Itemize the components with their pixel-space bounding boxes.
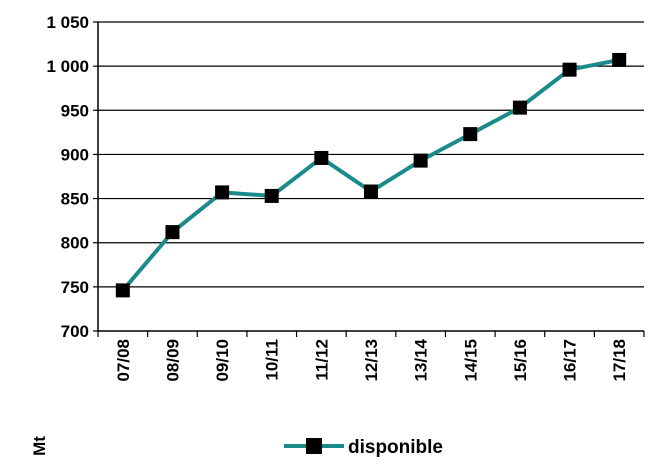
x-tick-label: 14/15 bbox=[461, 339, 480, 382]
data-point-marker bbox=[215, 185, 230, 200]
data-point-marker bbox=[115, 283, 130, 298]
x-tick-label: 17/18 bbox=[610, 339, 629, 382]
y-tick-label: 800 bbox=[61, 234, 89, 253]
x-tick-label: 08/09 bbox=[163, 339, 182, 382]
y-tick-label: 950 bbox=[61, 101, 89, 120]
y-axis-label: Mt bbox=[30, 436, 49, 456]
y-axis-ticks: 700 750 800 850 900 950 1 000 1 050 bbox=[46, 13, 98, 341]
x-tick-label: 12/13 bbox=[362, 339, 381, 382]
x-tick-label: 07/08 bbox=[114, 339, 133, 382]
x-tick-label: 09/10 bbox=[213, 339, 232, 382]
y-tick-label: 700 bbox=[61, 322, 89, 341]
data-point-marker bbox=[264, 188, 279, 203]
legend: disponible bbox=[284, 437, 443, 458]
y-tick-label: 1 000 bbox=[46, 57, 89, 76]
series-markers bbox=[115, 52, 627, 298]
data-point-marker bbox=[364, 184, 378, 199]
x-axis-ticks: 07/08 08/09 09/10 10/11 11/12 12/13 13/14 14/15… bbox=[97, 331, 645, 382]
x-tick-label: 15/16 bbox=[511, 339, 530, 382]
data-point-marker bbox=[314, 150, 329, 165]
data-point-marker bbox=[413, 153, 428, 168]
series-line-disponible bbox=[121, 58, 620, 292]
data-point-marker bbox=[463, 127, 478, 142]
gridlines bbox=[98, 21, 644, 288]
y-tick-label: 750 bbox=[61, 278, 89, 297]
data-point-marker bbox=[612, 52, 627, 67]
legend-label-disponible: disponible bbox=[348, 437, 443, 458]
y-tick-label: 1 050 bbox=[46, 13, 89, 32]
x-tick-label: 13/14 bbox=[412, 338, 431, 381]
data-point-marker bbox=[512, 100, 527, 115]
y-tick-label: 850 bbox=[61, 190, 89, 209]
data-point-marker bbox=[562, 62, 577, 77]
x-tick-label: 16/17 bbox=[561, 339, 580, 382]
x-tick-label: 10/11 bbox=[263, 339, 282, 381]
data-point-marker bbox=[165, 225, 180, 240]
legend-marker-icon bbox=[306, 438, 322, 454]
x-tick-label: 11/12 bbox=[312, 339, 331, 381]
y-tick-label: 900 bbox=[61, 145, 89, 164]
